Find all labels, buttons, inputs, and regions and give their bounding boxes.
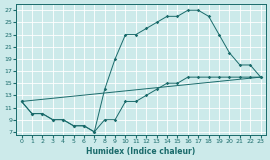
X-axis label: Humidex (Indice chaleur): Humidex (Indice chaleur) [86,147,196,156]
